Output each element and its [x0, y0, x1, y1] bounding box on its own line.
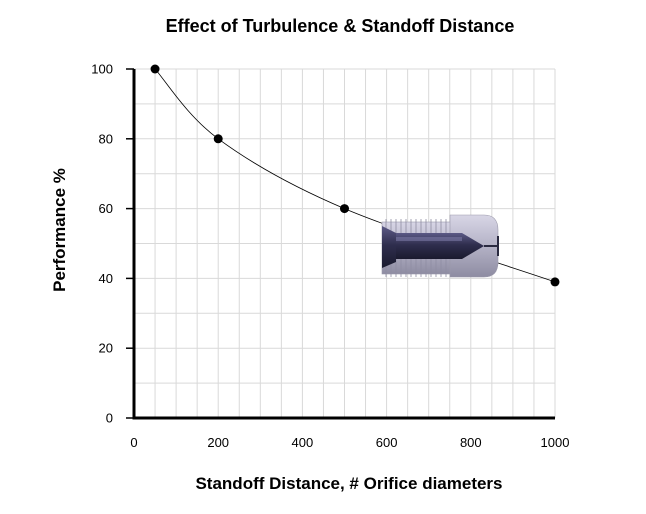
chart-title: Effect of Turbulence & Standoff Distance	[166, 16, 515, 36]
series-markers	[150, 64, 560, 287]
y-tick-label: 100	[91, 62, 113, 77]
y-tick-label: 40	[99, 271, 113, 286]
y-tick-label: 20	[99, 341, 113, 356]
x-tick-label: 200	[207, 435, 229, 450]
axes	[126, 68, 555, 420]
y-tick-labels: 0 20 40 60 80 100	[91, 62, 113, 426]
data-point	[213, 134, 223, 144]
y-axis-label: Performance %	[50, 168, 69, 292]
x-tick-label: 800	[460, 435, 482, 450]
x-tick-label: 1000	[541, 435, 570, 450]
data-point	[340, 204, 349, 214]
y-tick-label: 80	[99, 131, 113, 146]
x-tick-label: 400	[292, 435, 314, 450]
y-tick-label: 0	[106, 411, 113, 426]
data-point	[150, 64, 160, 74]
x-tick-label: 0	[130, 435, 137, 450]
x-tick-label: 600	[376, 435, 398, 450]
nozzle-icon	[381, 214, 499, 278]
y-tick-label: 60	[99, 201, 113, 216]
x-axis-label: Standoff Distance, # Orifice diameters	[195, 474, 502, 493]
x-tick-labels: 0 200 400 600 800 1000	[130, 435, 569, 450]
data-point	[550, 277, 560, 287]
